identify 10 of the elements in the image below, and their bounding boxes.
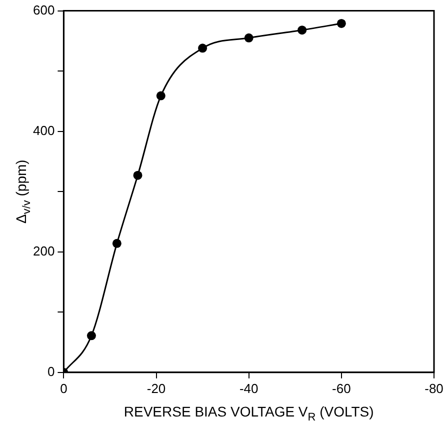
- x-tick-label: 0: [60, 380, 68, 396]
- y-tick-label: 400: [32, 122, 55, 138]
- x-tick-label: -20: [146, 380, 166, 396]
- y-tick-label: 0: [47, 364, 55, 379]
- x-tick-label: -60: [332, 380, 351, 396]
- x-tick-label: -40: [239, 380, 258, 396]
- y-tick-label: 600: [32, 2, 55, 18]
- y-axis-title: Δv/v (ppm): [13, 160, 33, 224]
- y-tick-label: 200: [32, 243, 55, 258]
- x-tick-label: -80: [424, 380, 444, 396]
